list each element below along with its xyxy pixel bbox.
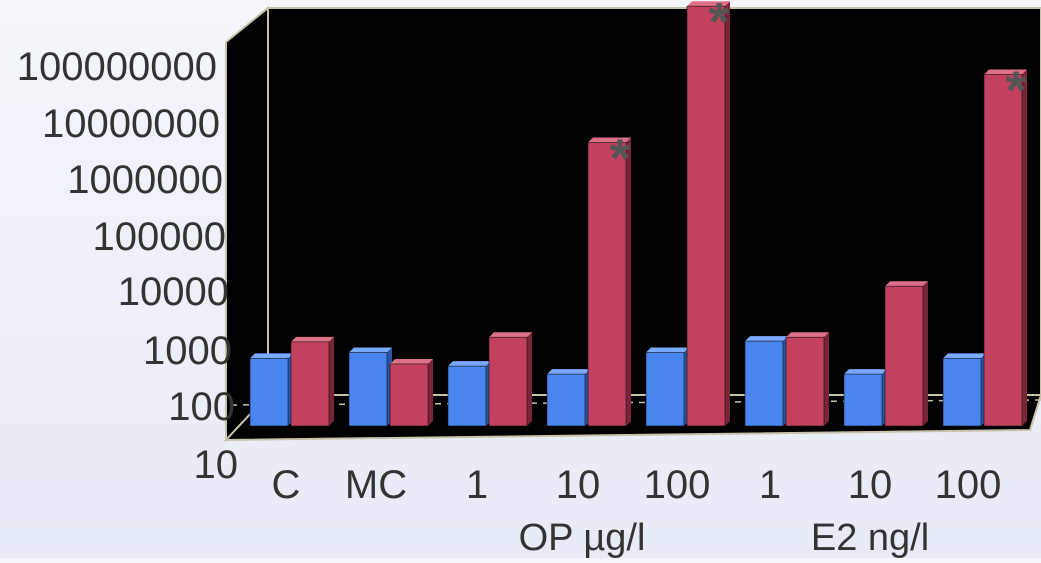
bar-side <box>626 137 631 426</box>
significance-asterisk: * <box>1005 60 1026 120</box>
x-tick-label: C <box>272 463 301 507</box>
bar-side <box>725 1 730 427</box>
group-label: OP µg/l <box>519 517 646 558</box>
y-tick-label: 10000000 <box>42 102 220 146</box>
bar <box>290 341 330 427</box>
x-tick-label: 10 <box>848 463 893 507</box>
y-tick-label: 100000 <box>93 215 226 259</box>
y-tick-label: 10000 <box>118 270 229 314</box>
x-tick-label: MC <box>345 463 407 507</box>
bar <box>785 336 825 427</box>
bar-top <box>349 347 392 353</box>
bar-top <box>844 369 887 375</box>
bar <box>942 358 982 427</box>
bar <box>884 285 924 427</box>
bar-top <box>984 69 1027 75</box>
bar <box>348 352 388 427</box>
bar-top <box>547 369 590 375</box>
bar-top <box>943 353 986 359</box>
bar-side <box>923 281 928 426</box>
bar-top <box>588 137 631 143</box>
bar-side <box>527 332 532 426</box>
bar-side <box>329 336 334 426</box>
bar-top <box>291 336 334 342</box>
y-tick-label: 100000000 <box>17 45 217 89</box>
bar <box>488 336 528 427</box>
bar-side <box>824 332 829 426</box>
y-tick-label: 1000 <box>143 329 232 373</box>
x-tick-label: 100 <box>644 463 711 507</box>
significance-asterisk: * <box>708 0 729 52</box>
bar-top <box>786 332 829 338</box>
bar <box>983 74 1023 427</box>
bar-top <box>687 1 730 7</box>
y-tick-label: 10 <box>194 443 239 487</box>
bar-side <box>1022 69 1027 427</box>
bar-top <box>250 353 293 359</box>
bar-top <box>489 332 532 338</box>
bar <box>686 5 726 427</box>
x-tick-label: 1 <box>466 463 488 507</box>
bar <box>249 358 289 427</box>
bar-top <box>448 361 491 367</box>
bar <box>389 363 429 427</box>
bar-top <box>646 347 689 353</box>
x-tick-label: 10 <box>556 463 601 507</box>
bar <box>645 352 685 427</box>
bar-top <box>885 281 928 287</box>
bar <box>447 365 487 427</box>
bar <box>744 340 784 427</box>
bar <box>546 373 586 427</box>
bar-side <box>428 358 433 426</box>
bar-top <box>390 358 433 364</box>
significance-asterisk: * <box>609 129 630 189</box>
x-tick-label: 1 <box>759 463 781 507</box>
x-tick-label: 100 <box>935 463 1002 507</box>
group-label: E2 ng/l <box>811 517 929 558</box>
y-tick-label: 1000000 <box>67 158 223 202</box>
y-tick-label: 100 <box>168 385 235 429</box>
bar <box>843 373 883 427</box>
bar <box>587 142 627 427</box>
bar-top <box>745 336 788 342</box>
